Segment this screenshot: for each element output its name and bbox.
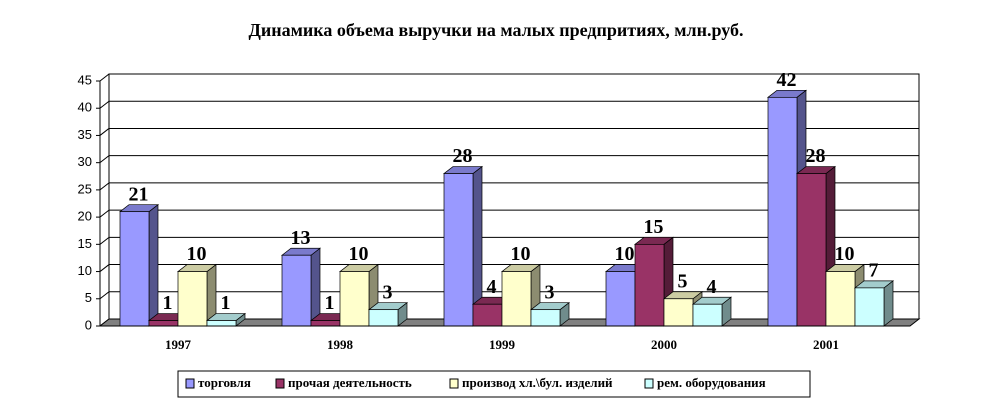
value-label: 10 <box>187 243 207 265</box>
grid-line <box>99 128 110 136</box>
bar-side <box>883 280 894 327</box>
legend-label: производ хл.\бул. изделий <box>462 375 613 390</box>
bar-side <box>148 203 159 327</box>
bar <box>339 271 370 327</box>
y-tick-label: 25 <box>78 181 92 196</box>
bar <box>148 320 179 327</box>
bar <box>663 298 694 327</box>
bar <box>443 173 474 327</box>
y-tick-label: 40 <box>78 100 92 115</box>
grid-line <box>99 73 110 82</box>
bar <box>368 309 399 327</box>
chart-title: Динамика объема выручки на малых предпри… <box>249 20 744 40</box>
bar <box>825 271 856 327</box>
x-tick-label: 1999 <box>489 337 516 352</box>
legend-swatch <box>185 378 195 389</box>
value-label: 28 <box>453 145 473 167</box>
legend-label: рем. оборудования <box>657 375 766 390</box>
y-tick-label: 5 <box>85 290 92 305</box>
value-label: 7 <box>869 259 879 281</box>
grid-line <box>99 264 110 272</box>
value-label: 3 <box>383 281 393 303</box>
x-tick-label: 1998 <box>327 337 354 352</box>
grid-line <box>99 291 110 300</box>
x-tick-label: 2001 <box>813 337 839 352</box>
value-label: 1 <box>163 292 173 314</box>
bar <box>692 303 723 327</box>
value-label: 10 <box>511 243 531 265</box>
value-label: 4 <box>707 276 717 298</box>
bar <box>634 243 665 327</box>
x-tick-label: 2000 <box>651 337 677 352</box>
value-label: 3 <box>545 281 555 303</box>
bar <box>206 320 237 327</box>
y-tick-label: 20 <box>78 209 92 224</box>
value-label: 42 <box>777 69 797 91</box>
value-label: 21 <box>129 183 149 205</box>
bar <box>501 271 532 327</box>
value-label: 10 <box>615 243 635 265</box>
value-label: 28 <box>806 145 826 167</box>
bar <box>472 303 503 327</box>
y-tick-label: 30 <box>78 154 92 169</box>
bar <box>605 271 636 327</box>
legend-swatch <box>275 378 285 389</box>
value-label: 10 <box>349 243 369 265</box>
bar <box>796 173 827 327</box>
grid-line <box>99 236 110 245</box>
bar <box>177 271 208 327</box>
legend-swatch <box>449 378 459 389</box>
bar <box>119 211 150 327</box>
value-label: 13 <box>291 227 311 249</box>
bar <box>281 254 312 327</box>
y-tick-label: 35 <box>78 127 92 142</box>
y-tick-label: 10 <box>78 263 92 278</box>
y-tick-label: 45 <box>78 72 92 87</box>
y-tick-label: 0 <box>85 317 92 332</box>
legend-swatch <box>644 378 654 389</box>
legend-label: прочая деятельность <box>288 375 412 390</box>
value-label: 1 <box>221 292 231 314</box>
grid-line <box>99 209 110 218</box>
bar <box>854 287 885 327</box>
value-label: 1 <box>325 292 335 314</box>
grid-line <box>99 182 110 191</box>
value-label: 5 <box>678 270 688 292</box>
y-tick-label: 15 <box>78 236 92 251</box>
legend-label: торговля <box>198 375 251 390</box>
x-tick-label: 1997 <box>165 337 192 352</box>
bar <box>310 320 341 327</box>
bar <box>530 309 561 327</box>
grid-line <box>99 155 110 164</box>
grid-line <box>99 100 110 109</box>
value-label: 10 <box>835 243 855 265</box>
value-label: 15 <box>644 216 664 238</box>
bar <box>767 96 798 327</box>
value-label: 4 <box>487 276 497 298</box>
